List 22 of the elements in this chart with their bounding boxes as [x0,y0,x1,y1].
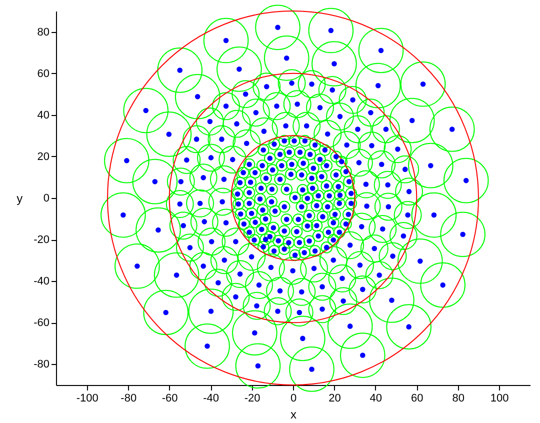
x-tick-label: 20 [328,392,341,404]
y-tick-label: 60 [37,68,50,80]
y-tick-label: 80 [37,26,50,38]
y-tick-label: -40 [34,276,50,288]
x-tick-label: -100 [76,392,98,404]
y-tick-label: -60 [34,317,50,330]
x-tick-label: 60 [411,392,424,404]
y-tick-label: -80 [34,358,50,371]
x-tick-label: -60 [162,392,178,404]
x-axis-title: x [290,408,296,422]
x-tick-label: 80 [452,392,464,404]
x-tick-label: -40 [203,392,220,404]
x-tick-label: 0 [290,392,297,404]
x-tick-label: -20 [244,392,260,404]
x-tick-label: 40 [370,392,382,404]
y-tick-label: 0 [43,192,50,204]
x-tick-label: 100 [490,392,509,404]
y-axis-title: y [16,192,23,206]
y-tick-label: -20 [34,234,50,246]
y-tick-label: 40 [37,109,50,122]
y-tick-label: 20 [37,150,50,163]
x-tick-label: -80 [120,392,137,404]
